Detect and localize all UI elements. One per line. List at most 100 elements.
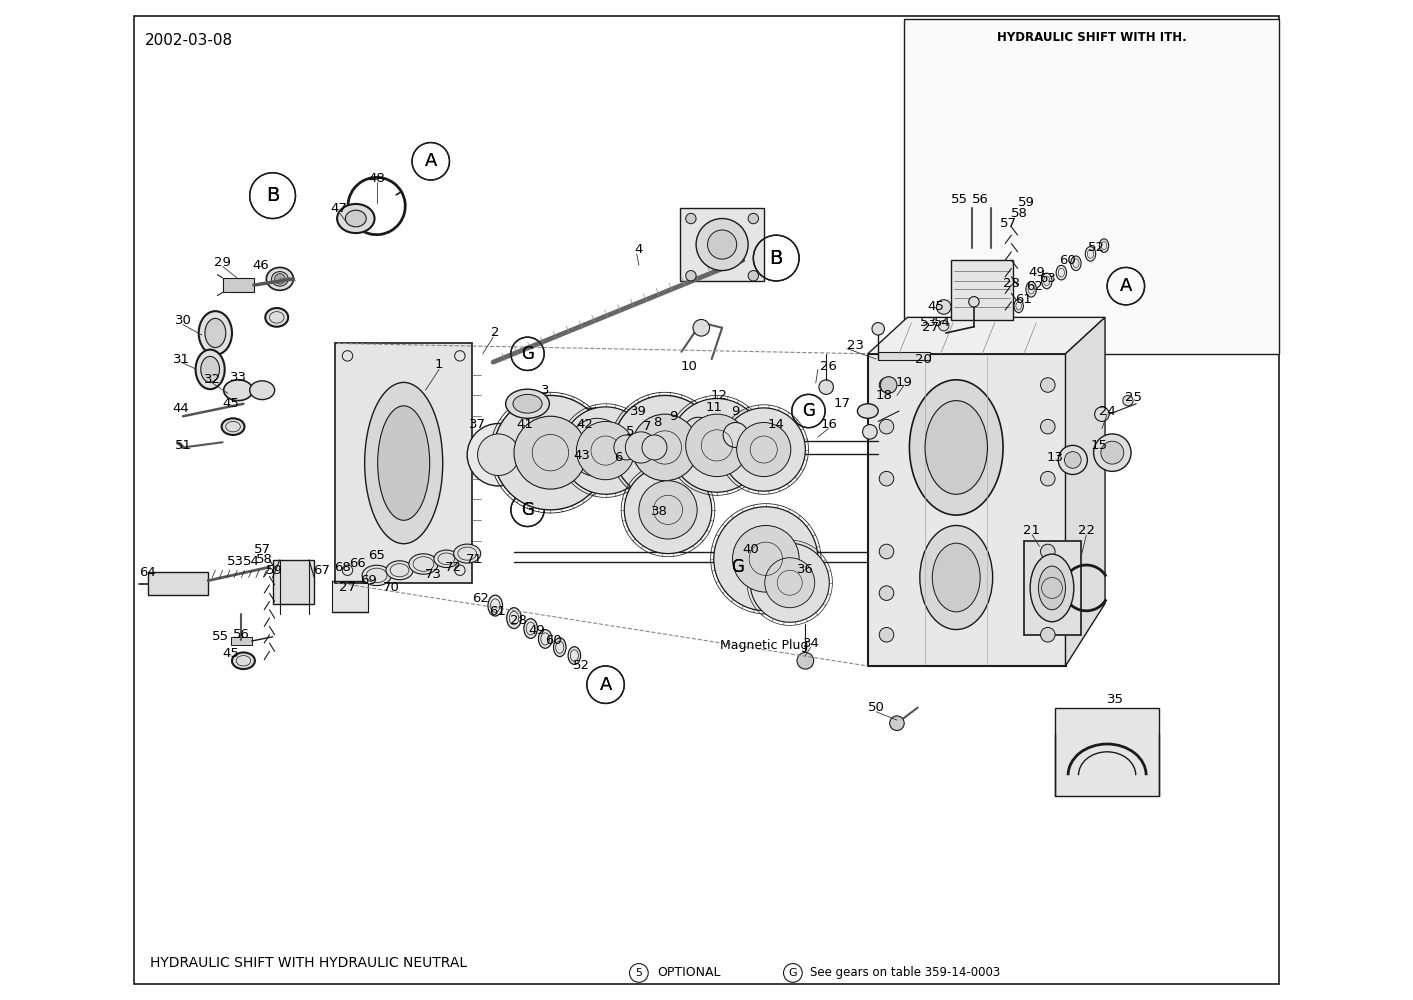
Bar xyxy=(273,560,314,604)
Text: G: G xyxy=(803,402,815,420)
Text: 55: 55 xyxy=(212,630,229,643)
Text: A: A xyxy=(599,676,612,694)
Text: 9: 9 xyxy=(732,405,740,418)
Circle shape xyxy=(880,377,897,393)
Ellipse shape xyxy=(513,394,543,413)
Text: OPTIONAL: OPTIONAL xyxy=(657,966,721,979)
Ellipse shape xyxy=(377,406,430,520)
Text: 54: 54 xyxy=(934,316,951,329)
Text: 37: 37 xyxy=(469,418,486,431)
Circle shape xyxy=(684,417,712,446)
Text: 58: 58 xyxy=(1012,207,1029,220)
Text: G: G xyxy=(788,968,797,978)
Circle shape xyxy=(1094,434,1130,471)
Text: 16: 16 xyxy=(821,418,838,431)
Circle shape xyxy=(890,716,904,730)
Circle shape xyxy=(558,408,637,487)
Circle shape xyxy=(632,414,698,481)
Text: 51: 51 xyxy=(175,439,192,452)
Circle shape xyxy=(1040,544,1056,559)
Text: 69: 69 xyxy=(360,574,377,587)
Ellipse shape xyxy=(487,595,503,616)
Circle shape xyxy=(879,419,894,434)
Circle shape xyxy=(478,434,519,476)
Ellipse shape xyxy=(1026,281,1036,297)
Circle shape xyxy=(879,627,894,642)
Text: 55: 55 xyxy=(951,193,968,206)
Text: 38: 38 xyxy=(651,505,668,518)
Text: 56: 56 xyxy=(972,193,989,206)
Bar xyxy=(879,352,930,360)
Circle shape xyxy=(1040,378,1056,392)
Ellipse shape xyxy=(933,543,981,612)
Circle shape xyxy=(872,323,885,335)
Circle shape xyxy=(468,424,530,486)
Text: 44: 44 xyxy=(172,402,189,415)
Text: G: G xyxy=(521,345,534,363)
Text: 17: 17 xyxy=(834,397,851,410)
Text: 71: 71 xyxy=(466,553,483,566)
Ellipse shape xyxy=(365,382,442,544)
Ellipse shape xyxy=(920,525,993,630)
Text: 30: 30 xyxy=(175,314,192,327)
Text: 7: 7 xyxy=(643,420,651,433)
Text: A: A xyxy=(424,152,437,170)
Circle shape xyxy=(514,416,586,489)
Text: 4: 4 xyxy=(634,243,643,256)
Text: 41: 41 xyxy=(516,418,533,431)
Circle shape xyxy=(692,418,731,456)
Ellipse shape xyxy=(1041,273,1051,289)
Text: See gears on table 359-14-0003: See gears on table 359-14-0003 xyxy=(810,966,1000,979)
Circle shape xyxy=(697,219,747,271)
Ellipse shape xyxy=(1015,299,1023,313)
Text: 67: 67 xyxy=(314,564,329,577)
Ellipse shape xyxy=(1039,566,1065,610)
Text: 43: 43 xyxy=(574,449,591,462)
Ellipse shape xyxy=(506,389,550,418)
Text: 48: 48 xyxy=(369,172,384,185)
Text: 5: 5 xyxy=(626,425,634,438)
Polygon shape xyxy=(868,317,1105,354)
Circle shape xyxy=(714,507,818,611)
Circle shape xyxy=(613,395,716,499)
Text: 52: 52 xyxy=(574,659,591,672)
Ellipse shape xyxy=(271,272,288,286)
Text: 53: 53 xyxy=(920,316,937,329)
Text: 34: 34 xyxy=(803,637,820,650)
Circle shape xyxy=(1040,471,1056,486)
Text: 24: 24 xyxy=(1099,405,1115,418)
Circle shape xyxy=(613,435,639,460)
Text: G: G xyxy=(521,501,534,519)
Ellipse shape xyxy=(223,380,253,401)
Text: 59: 59 xyxy=(1017,196,1034,209)
Circle shape xyxy=(625,466,712,554)
Circle shape xyxy=(750,543,829,622)
Circle shape xyxy=(969,297,979,307)
Text: 33: 33 xyxy=(230,371,247,384)
Text: B: B xyxy=(770,249,783,268)
Circle shape xyxy=(1040,586,1056,600)
Text: B: B xyxy=(266,186,280,205)
Ellipse shape xyxy=(507,608,521,629)
Text: 20: 20 xyxy=(914,353,931,366)
Text: 64: 64 xyxy=(140,566,155,579)
Ellipse shape xyxy=(362,565,391,586)
Ellipse shape xyxy=(910,380,1003,515)
Circle shape xyxy=(642,435,667,460)
Text: 3: 3 xyxy=(541,384,550,397)
Circle shape xyxy=(1040,627,1056,642)
Text: B: B xyxy=(266,186,280,205)
Text: 9: 9 xyxy=(668,410,677,423)
Text: G: G xyxy=(521,501,534,519)
Ellipse shape xyxy=(338,204,374,233)
Text: 11: 11 xyxy=(705,401,722,414)
Text: 57: 57 xyxy=(1000,217,1017,230)
Text: 57: 57 xyxy=(254,543,271,556)
Text: 62: 62 xyxy=(1026,280,1043,293)
Bar xyxy=(868,354,1065,666)
Text: 6: 6 xyxy=(613,451,622,464)
Ellipse shape xyxy=(1099,239,1109,252)
Circle shape xyxy=(820,380,834,394)
Circle shape xyxy=(670,399,764,492)
Text: 12: 12 xyxy=(711,389,728,402)
